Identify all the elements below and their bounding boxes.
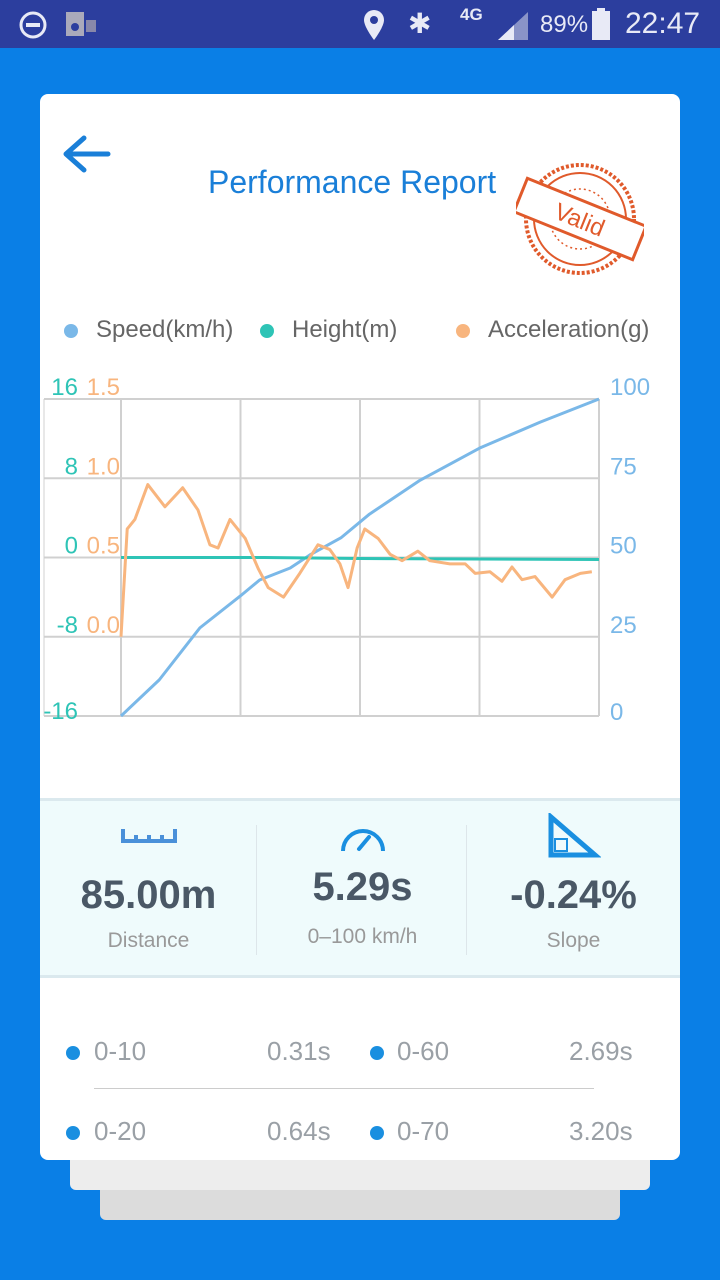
- summary-stats: 85.00m Distance 5.29s 0–100 km/h -0.24% …: [40, 798, 680, 978]
- tick-label-height: -16: [43, 698, 78, 725]
- tick-label-speed: 100: [610, 374, 650, 401]
- split-range: 0-20: [94, 1116, 147, 1146]
- clock: 22:47: [625, 7, 701, 40]
- split-range: 0-60: [397, 1036, 450, 1066]
- valid-stamp: Valid: [516, 163, 644, 275]
- acceleration-line: [119, 483, 593, 637]
- network-type: 4G: [460, 5, 483, 24]
- tick-label-acceleration: 0.5: [87, 533, 120, 560]
- tick-label-acceleration: 1.0: [87, 453, 120, 480]
- divider: [94, 1088, 594, 1089]
- tick-label-speed: 50: [610, 533, 637, 560]
- legend-speed[interactable]: Speed(km/h): [64, 316, 233, 344]
- stat-slope: -0.24% Slope: [467, 801, 680, 975]
- tick-label-height: 16: [51, 374, 78, 401]
- bluetooth-icon: ✱: [408, 8, 432, 39]
- acceleration-time-label: 0–100 km/h: [307, 925, 418, 948]
- speedometer-icon: [340, 829, 385, 852]
- tick-label-height: 8: [65, 453, 78, 480]
- ruler-icon: [120, 829, 177, 843]
- tick-label-speed: 75: [610, 453, 637, 480]
- signal-icon: [498, 12, 528, 40]
- split-range: 0-70: [397, 1116, 450, 1146]
- distance-label: Distance: [107, 929, 190, 952]
- split-time: 0.64s: [267, 1116, 331, 1146]
- legend-acceleration[interactable]: Acceleration(g): [456, 316, 649, 344]
- battery-icon: [592, 8, 610, 40]
- stat-acceleration-time: 5.29s 0–100 km/h: [256, 801, 469, 975]
- location-icon: [364, 10, 384, 40]
- slope-icon: [548, 813, 601, 858]
- split-range: 0-10: [94, 1036, 147, 1066]
- legend-height[interactable]: Height(m): [260, 316, 397, 344]
- tick-label-height: 0: [65, 533, 78, 560]
- tick-label-acceleration: 1.5: [87, 374, 120, 401]
- slope-value: -0.24%: [510, 873, 637, 917]
- distance-value: 85.00m: [80, 873, 217, 917]
- split-time: 2.69s: [569, 1036, 633, 1066]
- slope-label: Slope: [546, 929, 601, 952]
- do-not-disturb-icon: [19, 11, 47, 39]
- speaker-icon: [66, 12, 96, 36]
- arrow-left-icon[interactable]: [60, 132, 114, 176]
- height-line: [121, 556, 600, 561]
- tick-label-speed: 0: [610, 699, 623, 726]
- stat-distance: 85.00m Distance: [42, 801, 255, 975]
- page-title: Performance Report: [208, 164, 497, 200]
- split-time: 3.20s: [569, 1116, 633, 1146]
- tick-label-height: -8: [57, 612, 78, 639]
- performance-chart: 16 8 0 -8 -16 1.5 1.0 0.5 0.0 100 75 50 25 0: [43, 374, 650, 726]
- tick-label-speed: 25: [610, 612, 637, 639]
- split-time: 0.31s: [267, 1036, 331, 1066]
- report-card: Performance Report Valid Speed(km/h) Hei…: [40, 94, 680, 1160]
- battery-percent: 89%: [540, 11, 589, 38]
- status-bar: ✱ 4G 89% 22:47: [0, 0, 720, 48]
- tick-label-acceleration: 0.0: [87, 612, 120, 639]
- acceleration-time-value: 5.29s: [312, 865, 413, 909]
